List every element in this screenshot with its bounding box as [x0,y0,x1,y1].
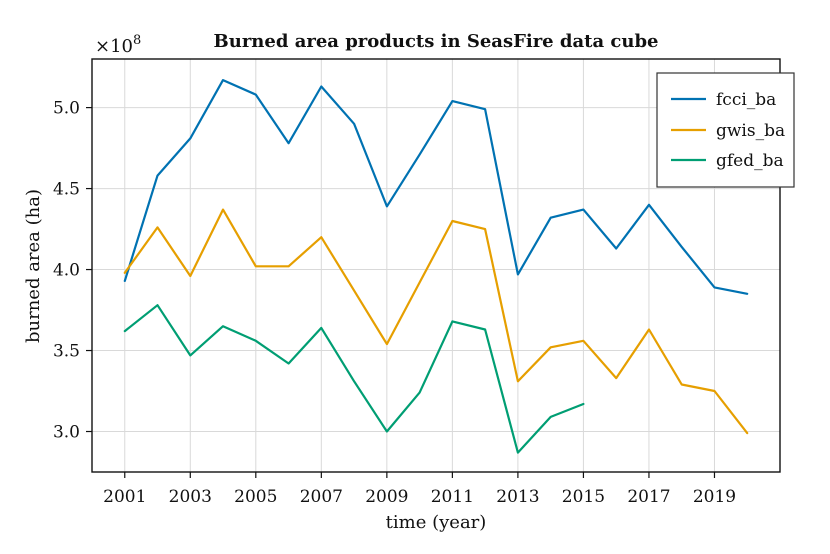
x-tick-label: 2017 [627,487,670,507]
series-line-gfed_ba [123,304,585,454]
tick-layer: 2001 2003 2005 2007 2009 2011 2013 2015 2017 2019… [53,99,736,507]
legend-label-gfed: gfed_ba [716,151,784,171]
x-axis-label: time (year) [386,512,487,533]
plot-frame [91,58,781,473]
y-tick-label: 4.5 [53,180,80,200]
series-line-gwis_ba [123,208,749,435]
x-tick-label: 2015 [562,487,605,507]
legend: fcci_ba gwis_ba gfed_ba [656,72,795,188]
series-layer [123,78,749,454]
x-tick-label: 2009 [365,487,408,507]
y-multiplier: ×108 [95,33,141,57]
x-tick-label: 2003 [169,487,212,507]
legend-label-fcci: fcci_ba [716,90,776,110]
y-tick-label: 3.5 [53,342,80,362]
x-tick-label: 2005 [234,487,277,507]
x-tick-label: 2001 [103,487,146,507]
x-tick-label: 2013 [496,487,539,507]
x-tick-label: 2011 [431,487,474,507]
series-line-fcci_ba [123,78,749,295]
y-tick-label: 4.0 [53,261,80,281]
y-tick-label: 5.0 [53,99,80,119]
y-tick-label: 3.0 [53,423,80,443]
y-axis-label: burned area (ha) [23,189,44,343]
x-tick-label: 2019 [693,487,736,507]
legend-label-gwis: gwis_ba [716,121,785,141]
x-tick-label: 2007 [300,487,343,507]
grid [92,59,780,472]
chart-title: Burned area products in SeasFire data cu… [214,31,659,52]
